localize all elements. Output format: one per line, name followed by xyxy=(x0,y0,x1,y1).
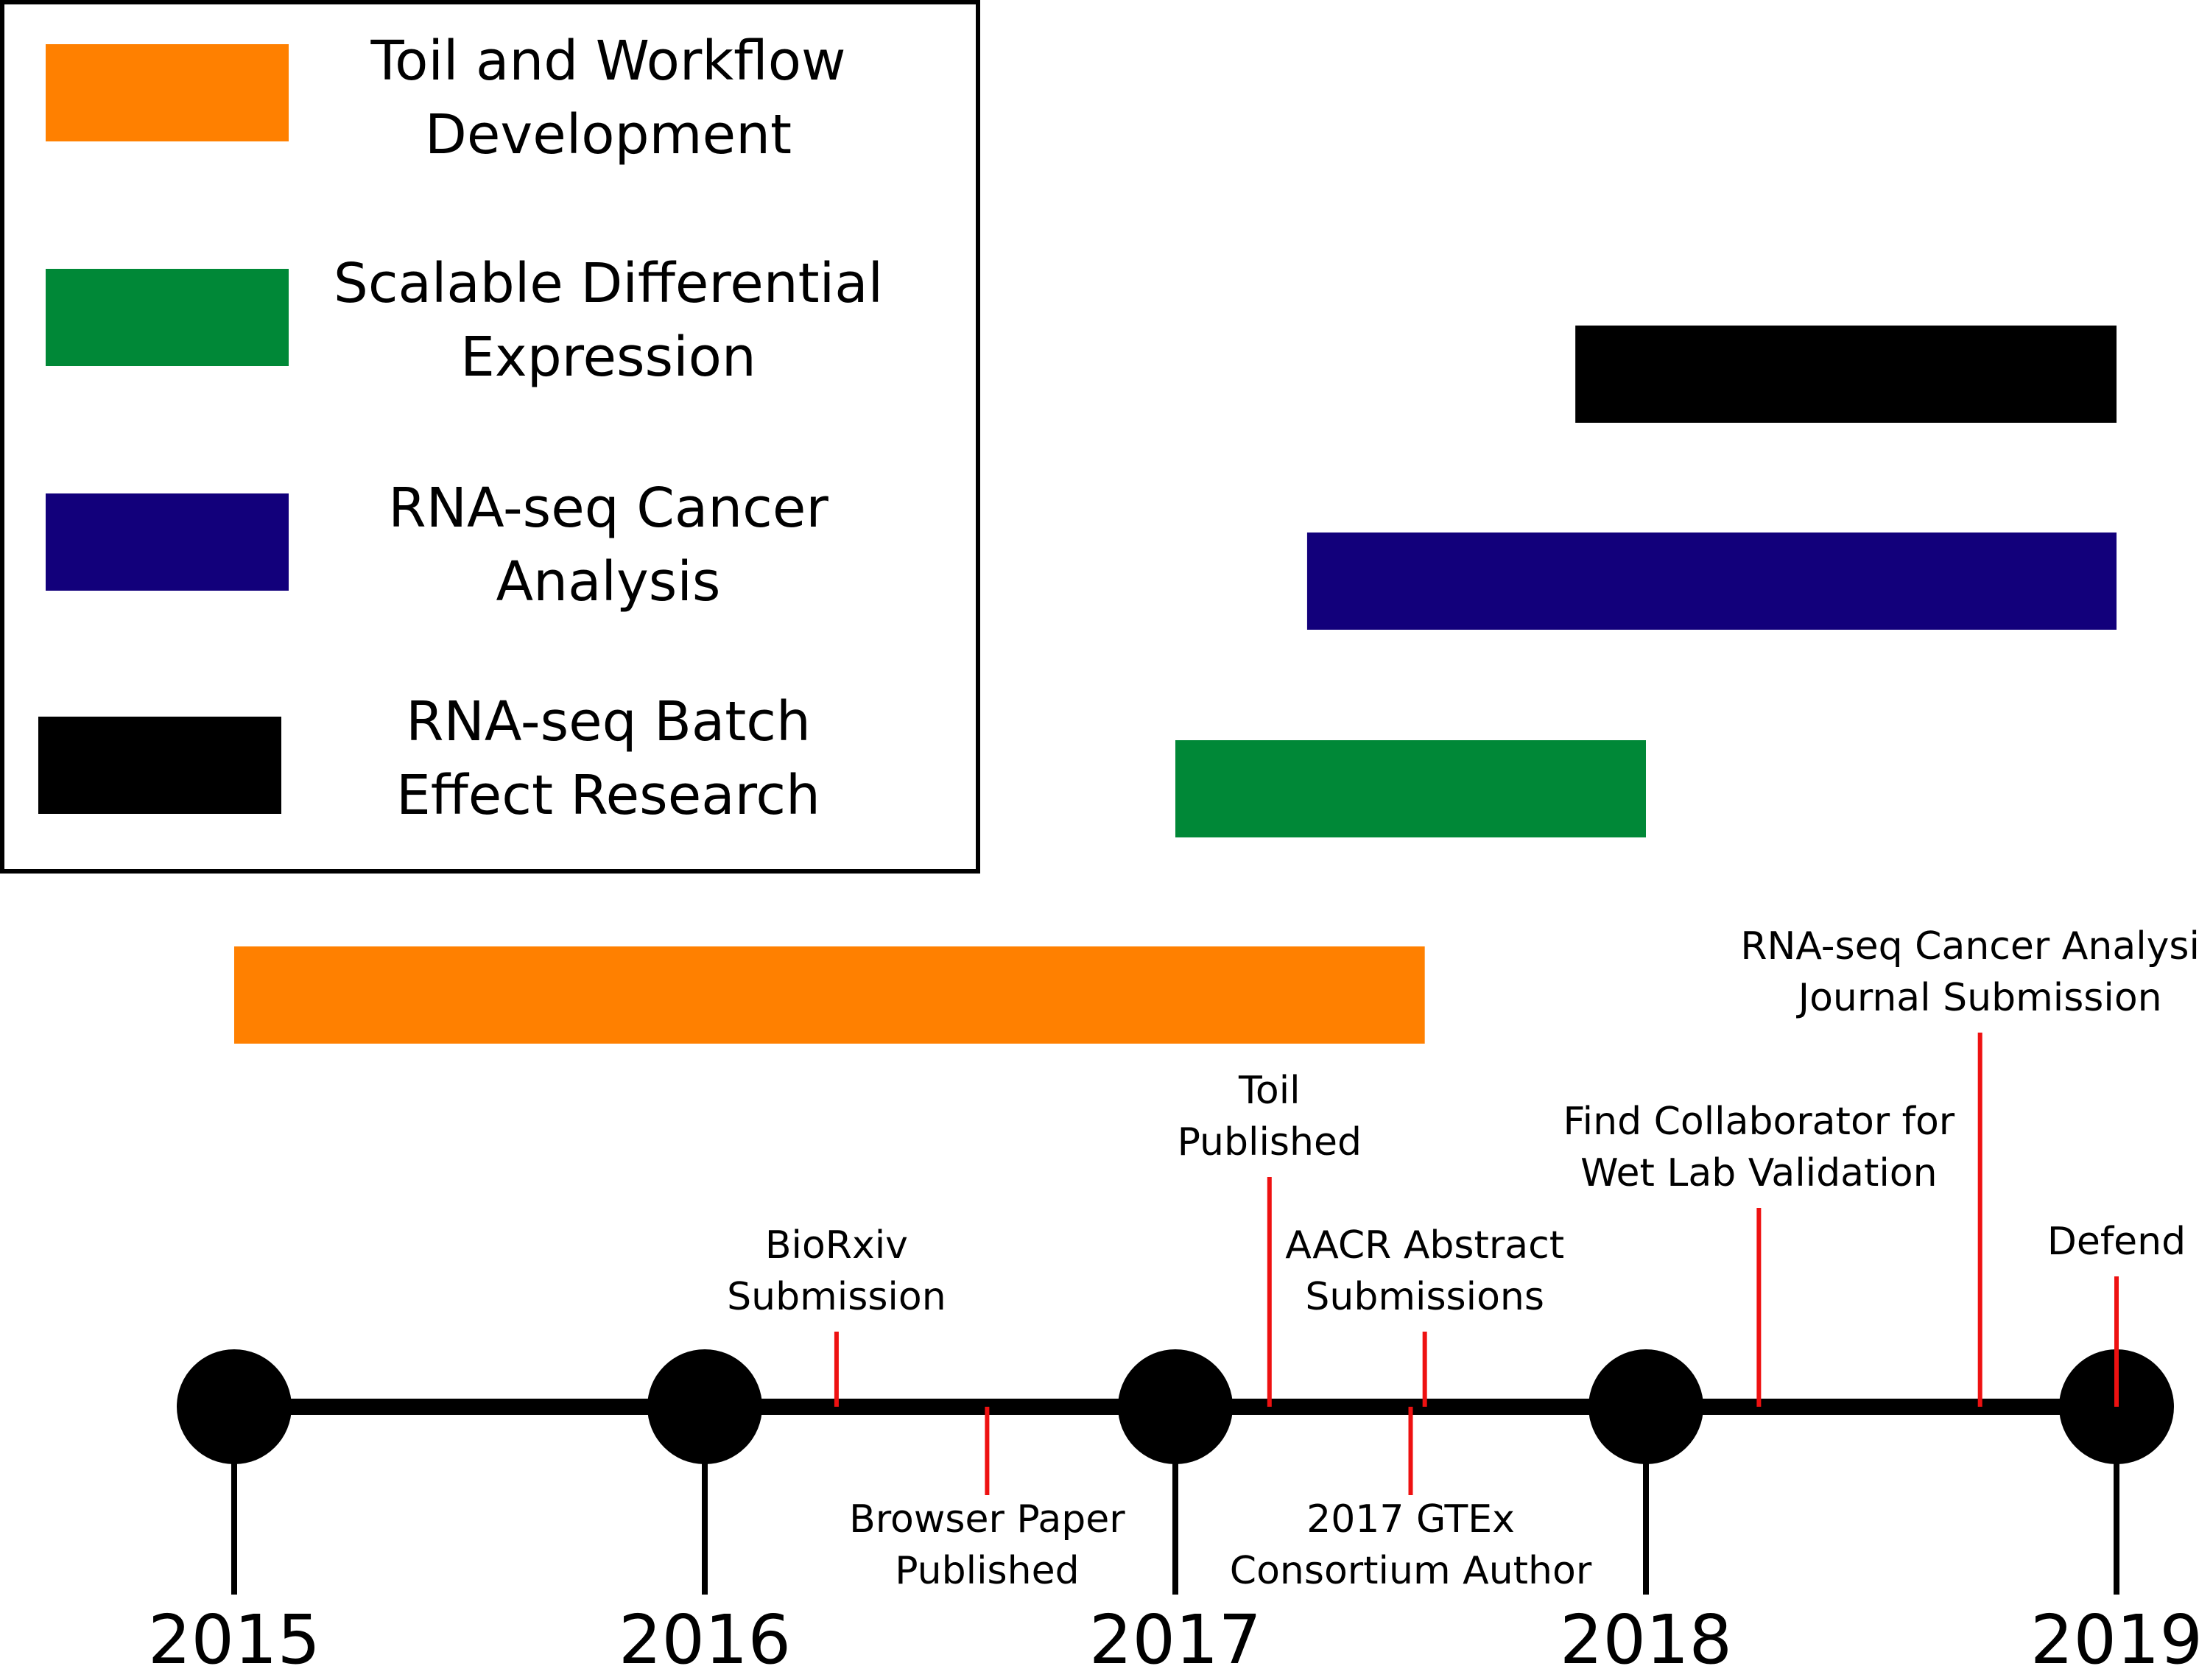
legend-label-toil: Development xyxy=(425,103,792,166)
legend-swatch-toil xyxy=(46,44,289,141)
event-label: Find Collaborator for xyxy=(1563,1100,1955,1144)
year-node-2018 xyxy=(1588,1349,1703,1464)
legend-swatch-batch xyxy=(38,717,281,814)
event-label: Wet Lab Validation xyxy=(1580,1151,1937,1195)
event-label: Published xyxy=(1178,1120,1362,1164)
legend-swatch-diffexp xyxy=(46,269,289,366)
event-label: 2017 GTEx xyxy=(1306,1497,1515,1542)
legend-label-cancer: Analysis xyxy=(496,550,721,614)
event-label: BioRxiv xyxy=(765,1223,908,1268)
year-node-2015 xyxy=(177,1349,292,1464)
year-label-2017: 2017 xyxy=(1089,1600,1262,1679)
legend-label-toil: Toil and Workflow xyxy=(370,29,845,93)
legend-label-diffexp: Expression xyxy=(460,326,756,389)
year-label-2019: 2019 xyxy=(2030,1600,2199,1679)
timeline-events: BioRxiv Submission Browser Paper Published T… xyxy=(727,924,2199,1593)
event-label: Toil xyxy=(1238,1069,1301,1113)
event-label: Consortium Author xyxy=(1230,1549,1592,1593)
gantt-bars xyxy=(234,326,2117,1044)
bar-cancer xyxy=(1306,533,2117,630)
legend-label-diffexp: Scalable Differential xyxy=(334,252,883,315)
legend-swatch-cancer xyxy=(46,493,289,591)
year-label-2018: 2018 xyxy=(1560,1600,1732,1679)
year-node-2017 xyxy=(1118,1349,1233,1464)
event-label: Published xyxy=(895,1549,1079,1593)
year-label-2016: 2016 xyxy=(619,1600,791,1679)
legend-label-batch: Effect Research xyxy=(396,764,820,827)
year-label-2015: 2015 xyxy=(148,1600,320,1679)
year-node-2016 xyxy=(647,1349,762,1464)
event-label: Submission xyxy=(727,1275,946,1319)
event-label: Submissions xyxy=(1305,1275,1544,1319)
event-label: AACR Abstract xyxy=(1285,1223,1564,1268)
bar-toil xyxy=(234,946,1425,1044)
event-label: Browser Paper xyxy=(849,1497,1125,1542)
legend-label-cancer: RNA-seq Cancer xyxy=(388,477,828,540)
bar-diffexp xyxy=(1175,740,1646,837)
legend-label-batch: RNA-seq Batch xyxy=(406,690,811,753)
event-label: Journal Submission xyxy=(1796,976,2162,1020)
bar-batch xyxy=(1575,326,2117,423)
event-label: RNA-seq Cancer Analysis xyxy=(1740,924,2199,969)
legend: Toil and Workflow Development Scalable Dif… xyxy=(38,29,883,827)
timeline-axis: 2015 2016 2017 2018 2019 xyxy=(148,1349,2199,1679)
event-label: Defend xyxy=(2047,1220,2186,1264)
